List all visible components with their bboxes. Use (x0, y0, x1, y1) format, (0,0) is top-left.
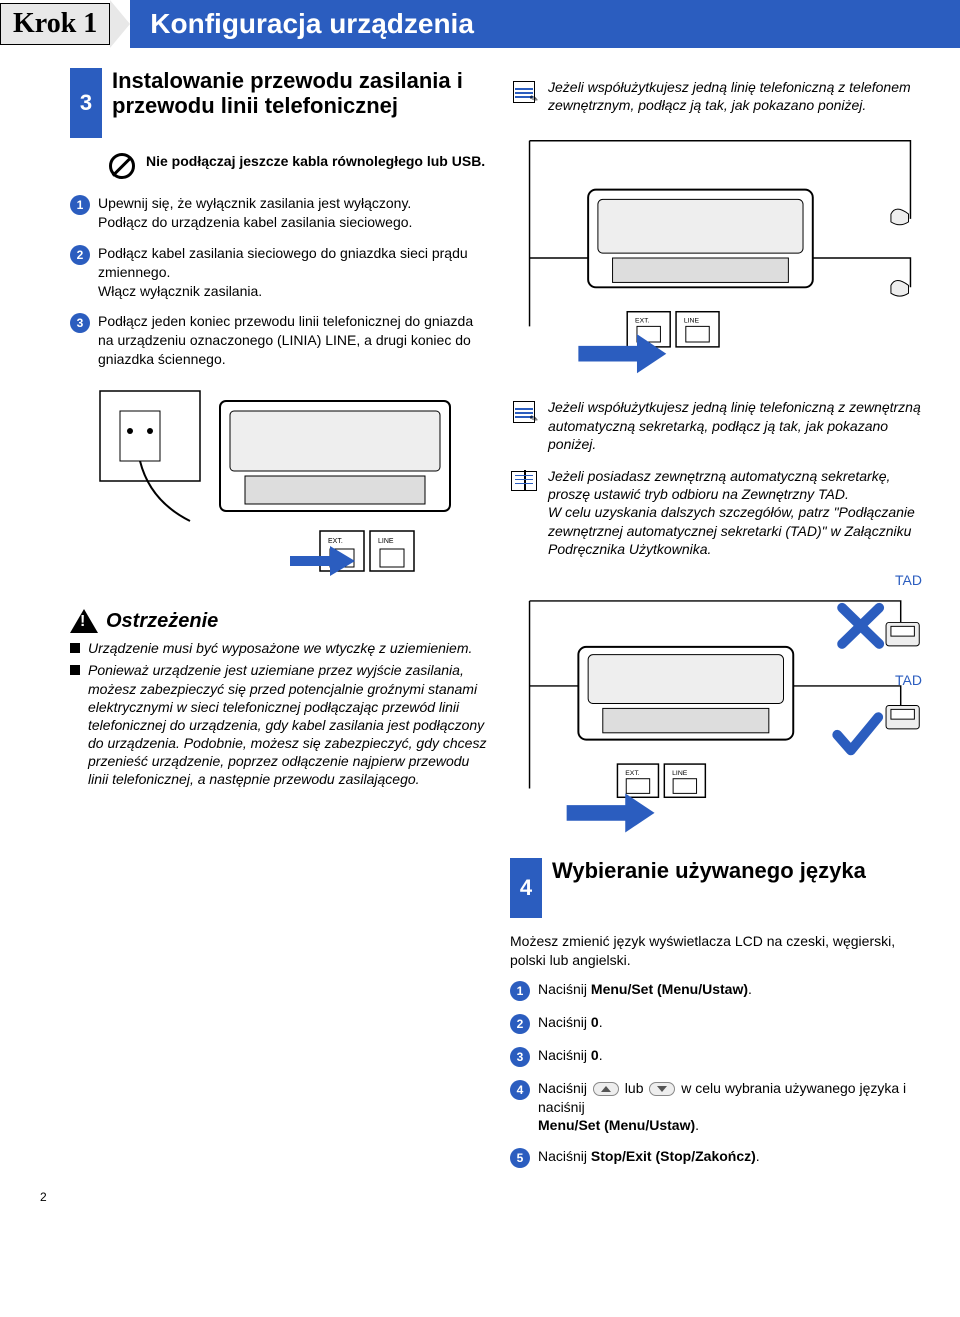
note-2-text: Jeżeli współużytkujesz jedną linię telef… (548, 398, 930, 453)
s4-step-5-text: Naciśnij Stop/Exit (Stop/Zakończ). (538, 1147, 760, 1166)
right-column: Jeżeli współużytkujesz jedną linię telef… (510, 68, 930, 1180)
step-badge-arrow (110, 0, 130, 48)
svg-text:EXT.: EXT. (625, 770, 640, 777)
section-4-head: 4 Wybieranie używanego języka (510, 858, 930, 918)
warning-1-text: Urządzenie musi być wyposażone we wtyczk… (88, 639, 472, 657)
tad-label-1: TAD (510, 572, 922, 588)
svg-text:LINE: LINE (672, 770, 688, 777)
section-4-title: Wybieranie używanego języka (552, 858, 866, 883)
svg-text:LINE: LINE (378, 538, 394, 545)
prohibit-block: Nie podłączaj jeszcze kabla równoległego… (70, 152, 490, 180)
step-num-3: 3 (70, 313, 90, 333)
step-num-1: 1 (510, 981, 530, 1001)
book-icon (511, 471, 537, 491)
book-block: Jeżeli posiadasz zewnętrzną automatyczną… (510, 467, 930, 558)
step-2: 2 Podłącz kabel zasilania sieciowego do … (70, 244, 490, 301)
step-num-5: 5 (510, 1148, 530, 1168)
page-header: Krok 1 Konfiguracja urządzenia (0, 0, 960, 48)
warning-title: Ostrzeżenie (106, 610, 218, 633)
step-1-text: Upewnij się, że wyłącznik zasilania jest… (98, 194, 412, 232)
warning-head: Ostrzeżenie (70, 609, 490, 633)
note-1-block: Jeżeli współużytkujesz jedną linię telef… (510, 78, 930, 114)
svg-text:EXT.: EXT. (635, 318, 650, 325)
warning-2-text: Ponieważ urządzenie jest uziemiane przez… (88, 661, 490, 788)
step-3: 3 Podłącz jeden koniec przewodu linii te… (70, 312, 490, 369)
section-4-intro: Możesz zmienić język wyświetlacza LCD na… (510, 932, 930, 970)
s4-step-2-text: Naciśnij 0. (538, 1013, 603, 1032)
section-number-4: 4 (510, 858, 542, 918)
down-arrow-icon (649, 1082, 675, 1096)
bullet-icon (70, 665, 80, 675)
step-num-1: 1 (70, 195, 90, 215)
note-icon (513, 81, 535, 103)
s4-step-4-text: Naciśnij lub w celu wybrania używanego j… (538, 1079, 930, 1136)
step-num-4: 4 (510, 1080, 530, 1100)
bullet-icon (70, 643, 80, 653)
page-number: 2 (0, 1180, 960, 1204)
warning-icon (70, 609, 98, 633)
step-3-text: Podłącz jeden koniec przewodu linii tele… (98, 312, 490, 369)
power-line-illustration: EXT. LINE (90, 381, 490, 591)
tad-illustration: EXT. LINE (510, 590, 930, 860)
step-1: 1 Upewnij się, że wyłącznik zasilania je… (70, 194, 490, 232)
s4-step-1: 1 Naciśnij Menu/Set (Menu/Ustaw). (510, 980, 930, 1001)
note-1-text: Jeżeli współużytkujesz jedną linię telef… (548, 78, 930, 114)
s4-step-4: 4 Naciśnij lub w celu wybrania używanego… (510, 1079, 930, 1136)
step-num-2: 2 (70, 245, 90, 265)
step-num-3: 3 (510, 1047, 530, 1067)
section-3-head: 3 Instalowanie przewodu zasilania i prze… (70, 68, 490, 138)
s4-step-3-text: Naciśnij 0. (538, 1046, 603, 1065)
step-num-2: 2 (510, 1014, 530, 1034)
s4-step-5: 5 Naciśnij Stop/Exit (Stop/Zakończ). (510, 1147, 930, 1168)
warning-item-2: Ponieważ urządzenie jest uziemiane przez… (70, 661, 490, 788)
note-2-block: Jeżeli współużytkujesz jedną linię telef… (510, 398, 930, 453)
prohibit-icon (109, 153, 135, 179)
step-2-text: Podłącz kabel zasilania sieciowego do gn… (98, 244, 490, 301)
s4-step-1-text: Naciśnij Menu/Set (Menu/Ustaw). (538, 980, 752, 999)
prohibit-text: Nie podłączaj jeszcze kabla równoległego… (146, 152, 485, 170)
svg-text:LINE: LINE (684, 318, 700, 325)
warning-item-1: Urządzenie musi być wyposażone we wtyczk… (70, 639, 490, 657)
left-column: 3 Instalowanie przewodu zasilania i prze… (70, 68, 490, 1180)
up-arrow-icon (593, 1082, 619, 1096)
page-title: Konfiguracja urządzenia (130, 0, 960, 48)
book-text: Jeżeli posiadasz zewnętrzną automatyczną… (548, 467, 930, 558)
s4-step-2: 2 Naciśnij 0. (510, 1013, 930, 1034)
s4-step-3: 3 Naciśnij 0. (510, 1046, 930, 1067)
note-icon (513, 401, 535, 423)
section-number-3: 3 (70, 68, 102, 138)
section-3-title: Instalowanie przewodu zasilania i przewo… (112, 68, 490, 119)
step-badge: Krok 1 (0, 3, 110, 45)
ext-phone-illustration: EXT. LINE (510, 128, 930, 388)
svg-text:EXT.: EXT. (328, 538, 343, 545)
